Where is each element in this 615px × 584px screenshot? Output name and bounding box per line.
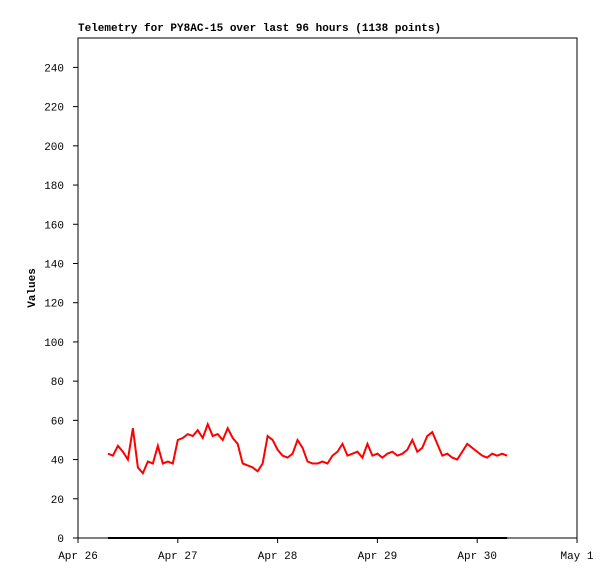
y-tick-label: 160 [44, 220, 64, 232]
x-tick-label: Apr 27 [158, 551, 198, 563]
series-line [107, 421, 508, 476]
y-tick-label: 220 [44, 103, 64, 115]
y-tick-label: 140 [44, 259, 64, 271]
y-tick-label: 0 [57, 534, 64, 546]
y-tick-label: 60 [51, 416, 64, 428]
y-tick-label: 200 [44, 142, 64, 154]
y-tick-label: 100 [44, 338, 64, 350]
y-tick-label: 120 [44, 299, 64, 311]
x-tick-label: Apr 30 [457, 551, 497, 563]
y-tick-label: 180 [44, 181, 64, 193]
x-tick-label: Apr 26 [58, 551, 98, 563]
y-axis-label: Values [27, 268, 39, 308]
x-tick-label: May 1 [560, 551, 593, 563]
y-tick-label: 40 [51, 456, 64, 468]
y-tick-label: 20 [51, 495, 64, 507]
y-tick-label: 80 [51, 377, 64, 389]
chart-title: Telemetry for PY8AC-15 over last 96 hour… [78, 23, 441, 35]
x-tick-label: Apr 29 [358, 551, 398, 563]
y-tick-label: 240 [44, 63, 64, 75]
x-tick-label: Apr 28 [258, 551, 298, 563]
